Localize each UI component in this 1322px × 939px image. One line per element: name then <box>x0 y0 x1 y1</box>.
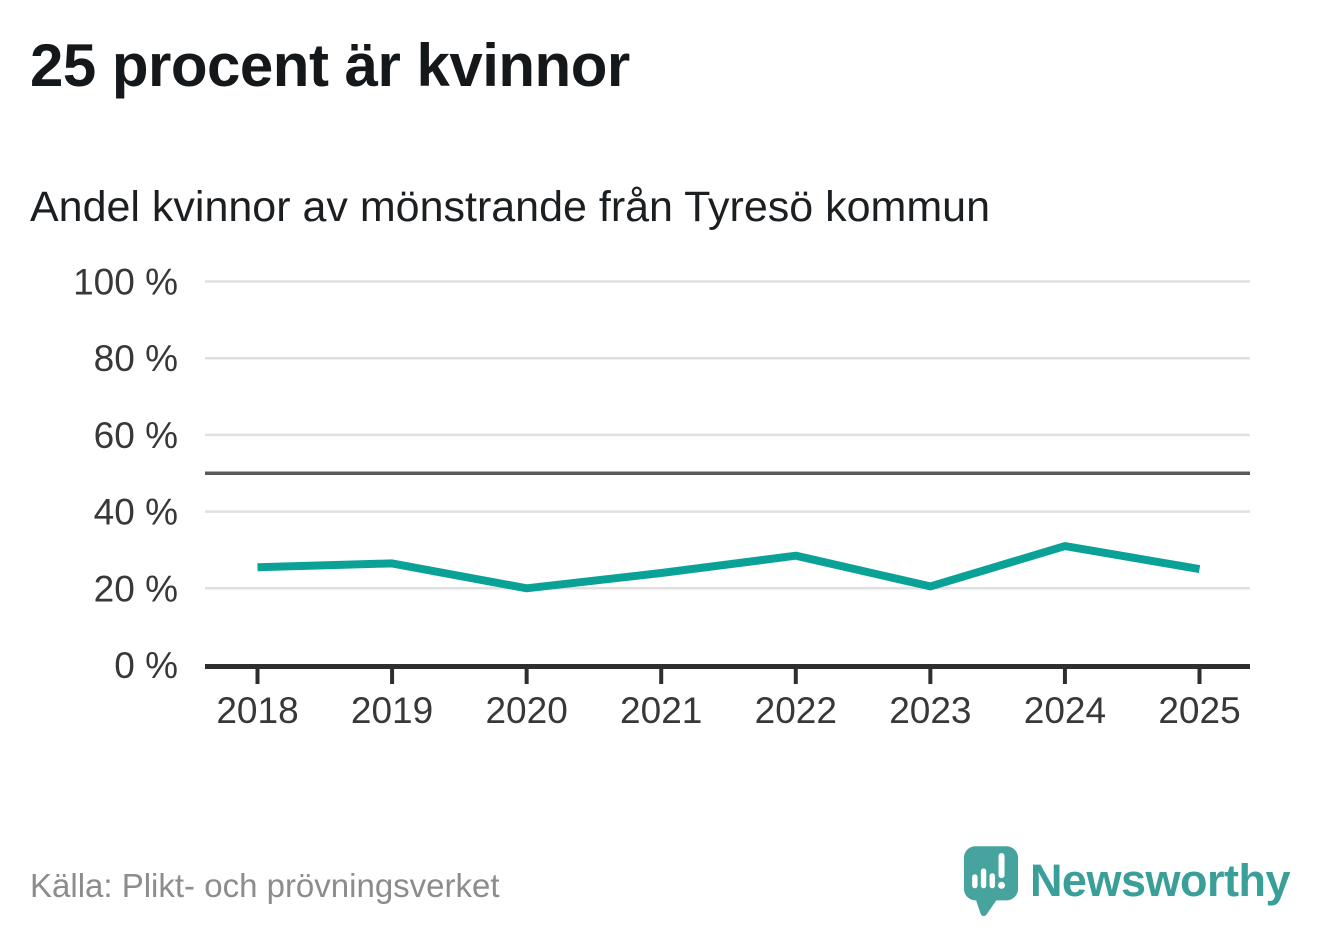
y-axis-label: 100 % <box>73 262 178 303</box>
x-axis-label: 2024 <box>1024 690 1106 731</box>
chart-subtitle: Andel kvinnor av mönstrande från Tyresö … <box>30 183 991 231</box>
x-axis-label: 2019 <box>351 690 433 731</box>
brand-name: Newsworthy <box>1029 855 1291 906</box>
logo-bar-2 <box>980 868 987 889</box>
x-axis-label: 2022 <box>755 690 837 731</box>
logo-exclamation-bar <box>998 852 1005 879</box>
data-line-andel-kvinnor-av-mönstrande <box>257 542 1201 593</box>
y-axis-label: 0 % <box>114 645 178 686</box>
logo-bar-1 <box>972 874 978 889</box>
y-axis-label: 80 % <box>94 338 178 379</box>
logo-bar-3 <box>989 873 995 889</box>
x-axis-label: 2018 <box>216 690 298 731</box>
brand-logo: Newsworthy <box>962 843 1291 924</box>
source-attribution: Källa: Plikt- och prövningsverket <box>30 867 500 904</box>
logo-exclamation-dot <box>997 881 1005 889</box>
y-axis-label: 40 % <box>94 492 178 533</box>
chart-title: 25 procent är kvinnor <box>30 32 630 99</box>
x-axis-label: 2020 <box>485 690 567 731</box>
newsworthy-logo-icon <box>962 843 1020 924</box>
x-axis-label: 2023 <box>889 690 971 731</box>
x-axis-label: 2021 <box>620 690 702 731</box>
x-axis-label: 2025 <box>1158 690 1240 731</box>
y-axis-label: 20 % <box>94 568 178 609</box>
y-axis-label: 60 % <box>94 415 178 456</box>
